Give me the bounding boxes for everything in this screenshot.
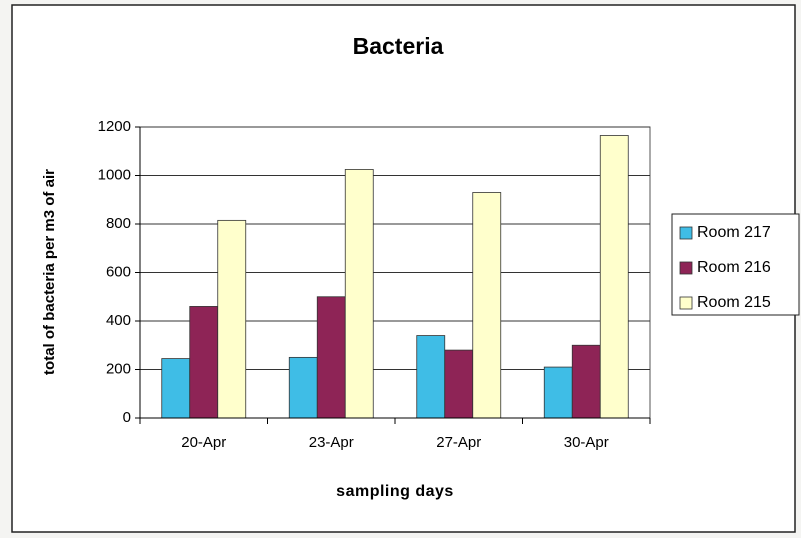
bar [543,366,573,419]
y-tick-label: 1200 [98,118,131,135]
y-tick-label: 800 [106,215,131,232]
legend-label: Room 216 [697,259,771,276]
y-tick-label: 600 [106,263,131,280]
bar [189,306,219,419]
y-axis-label: total of bacteria per m3 of air [41,169,58,375]
bar [599,135,629,419]
bar [472,192,502,419]
chart-title: Bacteria [353,33,444,59]
legend-label: Room 217 [697,224,771,241]
bar [344,169,374,419]
bar [571,344,601,419]
bar [416,335,446,419]
y-tick-label: 200 [106,360,131,377]
legend-swatch [679,296,693,310]
legend-swatch [679,226,693,240]
bar [288,356,318,419]
bar [316,296,346,419]
legend-swatch [679,261,693,275]
x-tick-label: 23-Apr [309,434,354,451]
y-tick-label: 400 [106,312,131,329]
legend-label: Room 215 [697,294,771,311]
x-axis-label: sampling days [336,483,454,500]
x-tick-label: 30-Apr [564,434,609,451]
y-tick-label: 1000 [98,166,131,183]
legend-box [671,213,800,316]
bar [444,349,474,419]
x-tick-label: 20-Apr [181,434,226,451]
y-tick-label: 0 [123,409,131,426]
bar [161,358,191,419]
bar [217,219,247,419]
x-tick-label: 27-Apr [436,434,481,451]
